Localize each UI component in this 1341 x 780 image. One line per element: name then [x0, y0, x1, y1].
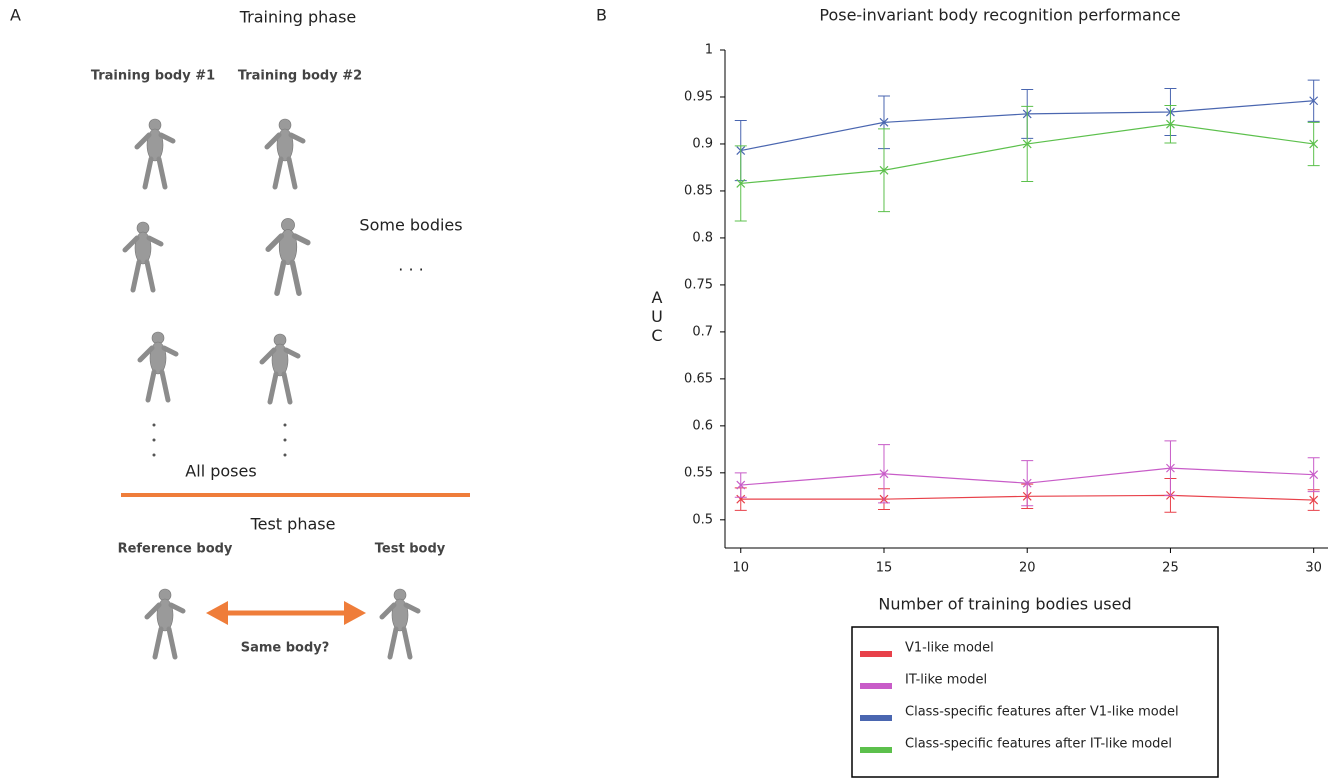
panel-a: A Training phase Training body #1 Traini… [10, 6, 470, 658]
x-tick-label: 25 [1162, 561, 1179, 576]
side-note: Some bodies [359, 216, 462, 235]
vertical-dots [152, 423, 287, 457]
y-tick-label: 0.75 [684, 277, 713, 292]
y-tick-label: 0.6 [692, 418, 713, 433]
marker [879, 469, 889, 479]
question: Same body? [241, 641, 330, 656]
marker [736, 480, 746, 490]
x-tick-label: 30 [1305, 561, 1322, 576]
legend-swatch [860, 683, 892, 689]
chart-title: Pose-invariant body recognition performa… [819, 6, 1180, 25]
double-arrow [206, 601, 366, 625]
y-tick-label: 1 [705, 43, 713, 58]
y-tick-label: 0.5 [692, 512, 713, 527]
panel-title: Training phase [239, 8, 357, 27]
marker [879, 117, 889, 127]
legend-label: IT-like model [905, 673, 987, 688]
legend-label: V1-like model [905, 641, 994, 656]
y-tick-label: 0.65 [684, 371, 713, 386]
ellipsis: . . . [398, 256, 423, 275]
marker [1309, 139, 1319, 149]
y-tick-label: 0.85 [684, 183, 713, 198]
body-figures [125, 119, 418, 657]
marker [1309, 470, 1319, 480]
plot: 0.5 0.55 0.6 0.65 0.7 0.75 0.8 0.85 0.9 0.95 1 10 15… [684, 43, 1328, 753]
marker [1309, 495, 1319, 505]
marker [1309, 96, 1319, 106]
legend-swatch [860, 651, 892, 657]
x-tick-label: 20 [1019, 561, 1036, 576]
column-label: Training body #2 [238, 69, 362, 84]
y-axis-label: AUC [648, 288, 667, 345]
y-tick-label: 0.95 [684, 89, 713, 104]
marker [736, 179, 746, 188]
x-tick-label: 10 [732, 561, 749, 576]
column-label: Training body #1 [91, 69, 215, 84]
x-axis-label: Number of training bodies used [878, 595, 1131, 614]
legend-label: Class-specific features after V1-like mo… [905, 705, 1179, 720]
test-label: Test body [375, 542, 446, 557]
marker [879, 165, 889, 175]
marker [1166, 463, 1175, 473]
marker [1166, 119, 1175, 129]
y-tick-label: 0.55 [684, 465, 713, 480]
legend-label: Class-specific features after IT-like mo… [905, 737, 1172, 752]
marker [1022, 139, 1032, 149]
footer: All poses [185, 462, 256, 481]
y-tick-label: 0.9 [692, 136, 713, 151]
panel-label: B [596, 6, 607, 25]
marker [736, 494, 746, 504]
legend-swatch [860, 715, 892, 721]
panel-label: A [10, 6, 21, 25]
reference-label: Reference body [118, 542, 233, 557]
legend-box [851, 626, 1219, 778]
test-title: Test phase [250, 515, 336, 534]
x-tick-label: 15 [876, 561, 893, 576]
y-tick-label: 0.8 [692, 230, 713, 245]
y-tick-label: 0.7 [692, 324, 713, 339]
legend-swatch [860, 747, 892, 753]
marker [1022, 478, 1032, 488]
